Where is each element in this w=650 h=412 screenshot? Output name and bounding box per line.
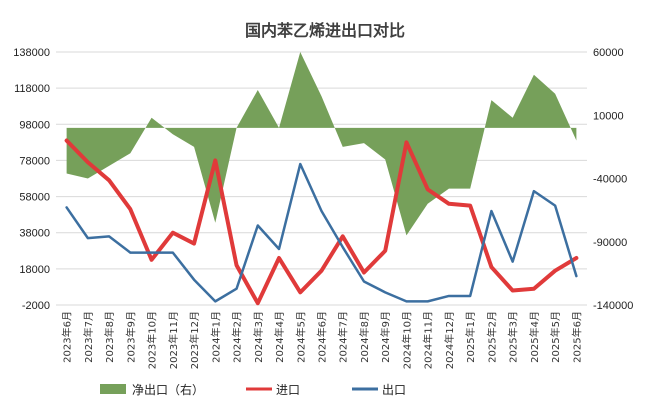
left-tick-label-6: 18000: [19, 264, 50, 276]
line-series-layer: [64, 138, 579, 306]
category-label-8: 2024年2月: [231, 311, 244, 363]
category-label-16: 2024年10月: [400, 311, 413, 369]
left-tick-label-0: 138000: [13, 47, 50, 59]
category-label-21: 2025年3月: [507, 311, 520, 363]
category-label-2: 2023年8月: [103, 311, 116, 363]
legend: 净出口（右） 进口 出口: [100, 382, 406, 397]
chart-title: 国内苯乙烯进出口对比: [245, 21, 405, 40]
category-label-17: 2024年11月: [422, 311, 435, 369]
export-line: [65, 162, 578, 303]
left-axis: 138000 118000 98000 78000 58000 38000 18000 -20…: [13, 47, 50, 312]
left-tick-label-5: 38000: [19, 228, 50, 240]
category-label-13: 2024年7月: [337, 311, 350, 363]
category-label-22: 2025年4月: [528, 311, 541, 363]
right-tick-label-1: 10000: [593, 110, 624, 122]
right-axis: 60000 10000 -40000 -90000 -140000: [593, 47, 633, 312]
category-label-23: 2025年5月: [549, 311, 562, 363]
category-label-5: 2023年11月: [167, 311, 180, 369]
category-label-20: 2025年2月: [485, 311, 498, 363]
category-label-1: 2023年7月: [82, 311, 95, 363]
left-tick-label-2: 98000: [19, 119, 50, 131]
category-label-24: 2025年6月: [570, 311, 583, 363]
category-label-18: 2024年12月: [443, 311, 456, 369]
category-label-15: 2024年9月: [379, 311, 392, 363]
category-label-19: 2025年1月: [464, 311, 477, 363]
left-tick-label-3: 78000: [19, 155, 50, 167]
legend-swatch-net-export: [100, 384, 126, 394]
category-label-11: 2024年5月: [294, 311, 307, 363]
category-label-14: 2024年8月: [358, 311, 371, 363]
net-export-area-layer: [66, 52, 577, 236]
category-label-10: 2024年4月: [273, 311, 286, 363]
category-label-6: 2023年12月: [188, 311, 201, 369]
category-label-7: 2024年1月: [209, 311, 222, 363]
right-tick-label-4: -140000: [593, 300, 633, 312]
legend-label-export: 出口: [382, 383, 406, 397]
category-label-12: 2024年6月: [316, 311, 329, 363]
category-label-4: 2023年10月: [146, 311, 159, 369]
net-export-area: [66, 52, 577, 236]
left-tick-label-7: -2000: [22, 300, 50, 312]
x-axis: 2023年6月 2023年7月 2023年8月 2023年9月 2023年10月 2023…: [61, 311, 584, 369]
category-label-0: 2023年6月: [61, 311, 74, 363]
right-tick-label-0: 60000: [593, 47, 624, 59]
right-tick-label-2: -40000: [593, 174, 627, 186]
category-label-9: 2024年3月: [252, 311, 265, 363]
category-label-3: 2023年9月: [124, 311, 137, 363]
right-tick-label-3: -90000: [593, 237, 627, 249]
left-tick-label-1: 118000: [14, 83, 50, 95]
legend-label-net-export: 净出口（右）: [132, 382, 204, 397]
legend-label-import: 进口: [276, 383, 300, 397]
left-tick-label-4: 58000: [19, 192, 50, 204]
import-line: [64, 138, 579, 306]
